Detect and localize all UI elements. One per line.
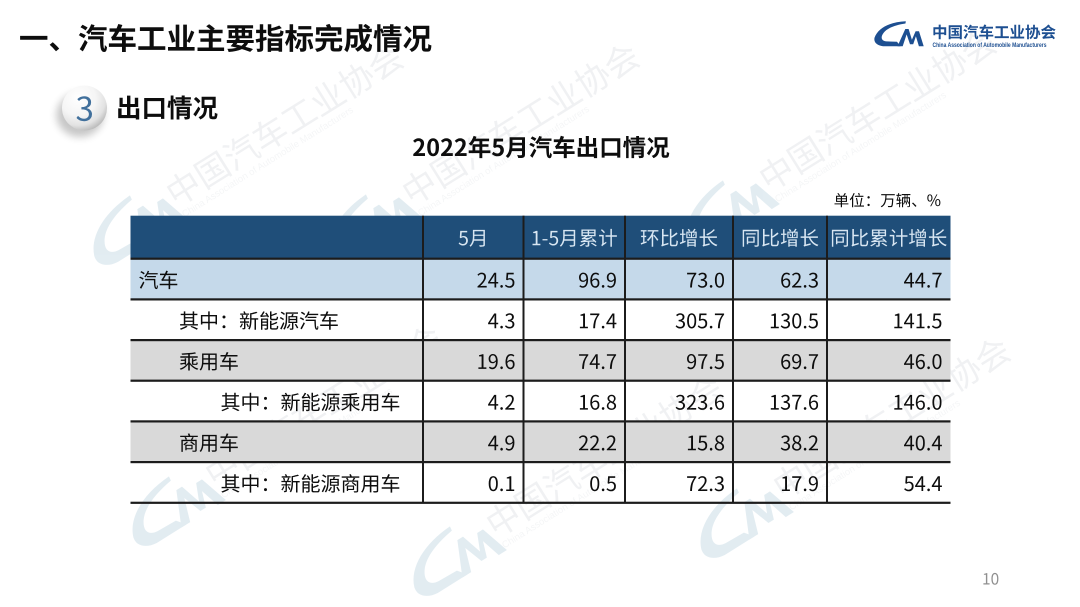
svg-text:China Association of Automobil: China Association of Automobile Manufact… <box>933 42 1047 49</box>
